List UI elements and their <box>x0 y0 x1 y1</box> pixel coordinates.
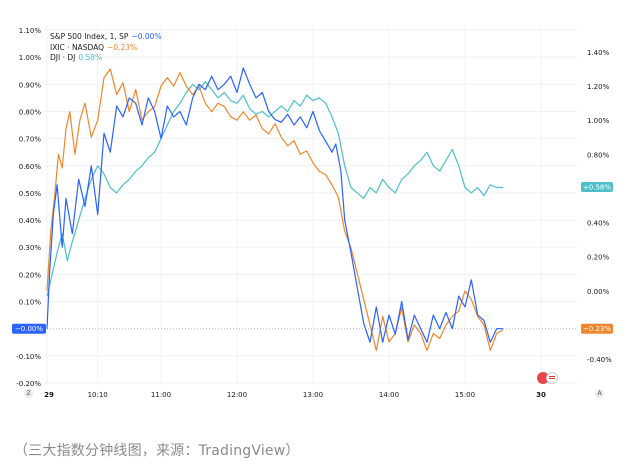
x-axis-tick-label: 11:00 <box>151 391 171 399</box>
left-axis-tick-label: 0.20% <box>19 271 42 279</box>
right-axis-tick-label: 0.00% <box>587 288 610 296</box>
right-axis-tick-label: 1.40% <box>587 49 610 57</box>
legend-item-sp500[interactable]: S&P 500 Index, 1, SP −0.00% <box>50 32 162 43</box>
left-axis-tick-label: 1.10% <box>19 27 42 35</box>
chart-legend: S&P 500 Index, 1, SP −0.00% IXIC · NASDAQ… <box>50 32 162 64</box>
left-axis-tick-label: 0.10% <box>19 299 42 307</box>
left-axis-tick-label: 0.40% <box>19 217 42 225</box>
left-axis-tick-label: 0.90% <box>19 81 42 89</box>
sp500-last-value-label-bg <box>12 323 46 334</box>
dji-last-value-label: +0.58% <box>583 183 611 191</box>
dji-last-value-label-bg <box>581 181 613 192</box>
chart-area[interactable]: 1.10% 1.00% 0.90% 0.80% 0.70% 0.60% 0.50% 0.40%… <box>0 0 635 410</box>
right-axis-tick-label: 0.20% <box>587 254 610 262</box>
right-axis-tick-label: -0.40% <box>587 356 612 364</box>
x-axis-tick-label: 10:10 <box>88 391 108 399</box>
nasdaq-last-value-label-bg <box>581 323 613 334</box>
right-axis-tick-label: 1.00% <box>587 117 610 125</box>
left-axis-tick-label: -0.10% <box>16 353 41 361</box>
us-flag-icon <box>546 372 558 384</box>
left-axis-tick-label: 0.30% <box>19 244 42 252</box>
left-axis-tick-label: 0.60% <box>19 163 42 171</box>
legend-label-nasdaq: IXIC · NASDAQ <box>50 42 104 52</box>
dji-line <box>46 81 503 297</box>
x-axis-tick-label: 30 <box>536 391 546 399</box>
right-axis-tick-label: 0.40% <box>587 220 610 228</box>
x-axis-tick-label: 14:00 <box>379 391 399 399</box>
left-axis-tick-label: -0.20% <box>16 380 41 388</box>
sp500-line <box>46 67 503 343</box>
x-axis-tick-label: 15:00 <box>455 391 475 399</box>
figure-caption: （三大指数分钟线图，来源：TradingView） <box>14 443 300 459</box>
legend-value-sp500: −0.00% <box>131 32 162 41</box>
legend-value-dji: 0.58% <box>78 53 103 62</box>
left-axis-tick-label: 1.00% <box>19 54 42 62</box>
legend-item-dji[interactable]: DJI · DJ 0.58% <box>50 53 162 64</box>
timezone-button[interactable]: Z <box>24 389 33 398</box>
legend-label-sp500: S&P 500 Index, 1, SP <box>50 32 129 41</box>
auto-scale-button[interactable]: A <box>595 389 604 398</box>
x-axis-tick-label: 12:00 <box>227 391 247 399</box>
legend-value-nasdaq: −0.23% <box>107 42 138 52</box>
left-axis-tick-label: 0.80% <box>19 108 42 116</box>
nasdaq-last-value-label: −0.23% <box>583 325 611 333</box>
nasdaq-line <box>46 68 504 352</box>
legend-label-dji: DJI · DJ <box>50 53 76 62</box>
right-axis-tick-label: 1.20% <box>587 83 610 91</box>
x-axis-tick-label: 13:00 <box>303 391 323 399</box>
us-market-flag-icon[interactable] <box>537 372 559 384</box>
legend-item-nasdaq[interactable]: IXIC · NASDAQ −0.23% <box>50 43 162 54</box>
right-axis-tick-label: 0.80% <box>587 151 610 159</box>
line-chart: 1.10% 1.00% 0.90% 0.80% 0.70% 0.60% 0.50% 0.40%… <box>12 26 613 399</box>
left-axis-tick-label: 0.50% <box>19 190 42 198</box>
sp500-last-value-label: −0.00% <box>15 325 43 333</box>
x-axis-tick-label: 29 <box>44 391 54 399</box>
left-axis-tick-label: 0.70% <box>19 136 42 144</box>
